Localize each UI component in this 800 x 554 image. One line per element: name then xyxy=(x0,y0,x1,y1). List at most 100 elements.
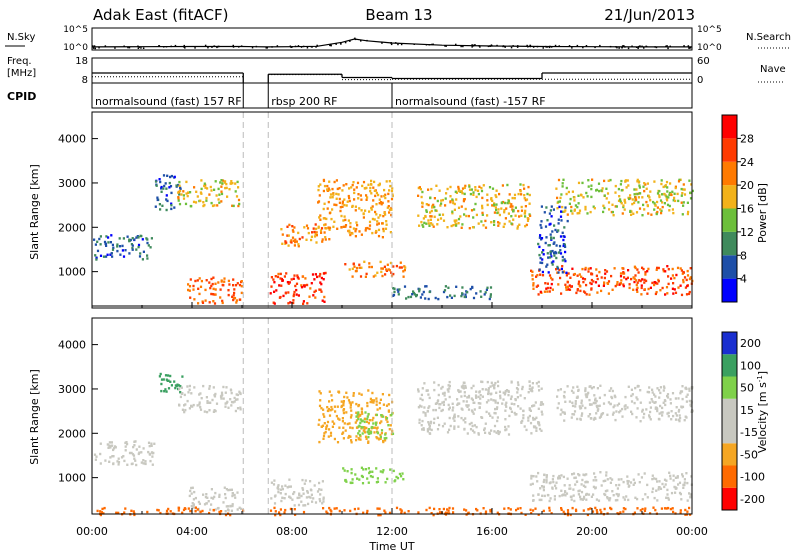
range-cell xyxy=(374,274,377,277)
range-cell xyxy=(561,185,564,188)
noise-point xyxy=(683,45,685,47)
noise-point xyxy=(554,44,557,47)
range-cell xyxy=(489,414,492,417)
range-cell xyxy=(558,200,561,203)
range-cell xyxy=(510,203,513,206)
range-cell xyxy=(522,414,525,417)
range-cell xyxy=(229,513,232,517)
range-cell xyxy=(577,282,580,286)
range-cell xyxy=(510,222,513,225)
range-cell xyxy=(532,418,535,421)
range-cell xyxy=(671,190,674,193)
range-cell xyxy=(655,291,658,294)
range-cell xyxy=(359,413,362,417)
range-cell xyxy=(488,412,491,415)
range-cell xyxy=(122,255,126,258)
noise-point xyxy=(213,45,215,47)
range-cell xyxy=(213,204,216,207)
range-cell xyxy=(600,289,603,293)
range-cell xyxy=(540,237,544,240)
range-cell xyxy=(240,291,243,295)
range-cell xyxy=(323,422,326,425)
range-cell xyxy=(138,451,141,454)
range-cell xyxy=(598,189,601,193)
range-cell xyxy=(611,210,614,214)
range-cell xyxy=(210,284,213,288)
range-cell xyxy=(432,225,435,228)
range-cell xyxy=(592,485,595,489)
range-cell xyxy=(641,410,644,413)
range-cell xyxy=(659,289,662,292)
range-cell xyxy=(376,431,379,434)
noise-point xyxy=(232,46,235,48)
range-cell xyxy=(323,184,327,188)
range-cell xyxy=(319,493,322,496)
range-cell xyxy=(179,385,182,388)
noise-point xyxy=(546,46,548,48)
range-cell xyxy=(656,210,659,214)
range-cell xyxy=(210,503,213,506)
range-cell xyxy=(627,184,630,187)
range-cell xyxy=(389,184,392,188)
range-cell xyxy=(436,223,439,226)
range-cell xyxy=(331,408,334,411)
range-cell xyxy=(467,396,470,399)
range-cell xyxy=(633,401,636,405)
range-cell xyxy=(472,401,475,404)
range-cell xyxy=(126,442,129,446)
range-cell xyxy=(192,498,195,501)
range-cell xyxy=(213,409,216,412)
range-cell xyxy=(319,183,322,186)
range-cell xyxy=(563,210,566,213)
range-cell xyxy=(578,284,581,287)
range-cell xyxy=(167,379,170,382)
range-cell xyxy=(548,506,551,510)
range-cell xyxy=(470,386,473,390)
range-cell xyxy=(212,386,215,389)
range-cell xyxy=(165,378,168,381)
range-cell xyxy=(434,296,437,300)
range-cell xyxy=(217,506,220,510)
range-cell xyxy=(507,393,510,397)
range-cell xyxy=(384,196,387,200)
range-cell xyxy=(394,479,397,482)
range-cell xyxy=(112,246,115,249)
range-cell xyxy=(433,197,436,200)
time-tick-label: 04:00 xyxy=(176,525,208,538)
noise-point xyxy=(688,46,690,49)
range-cell xyxy=(232,297,235,300)
range-cell xyxy=(102,255,106,258)
range-cell xyxy=(454,190,457,193)
range-cell xyxy=(465,404,468,407)
range-cell xyxy=(278,511,281,514)
range-cell xyxy=(589,385,592,388)
range-cell xyxy=(606,282,610,285)
range-cell xyxy=(577,489,580,493)
range-cell xyxy=(116,460,119,463)
range-cell xyxy=(306,227,310,230)
range-cell xyxy=(691,189,694,193)
range-cell xyxy=(614,191,617,194)
range-cell xyxy=(682,204,685,207)
range-cell xyxy=(384,227,388,230)
range-cell xyxy=(616,281,619,284)
range-cell xyxy=(322,434,326,438)
range-cell xyxy=(231,295,234,298)
range-cell xyxy=(530,511,533,515)
range-cell xyxy=(643,412,646,416)
range-cell xyxy=(522,183,525,187)
range-cell xyxy=(660,179,663,182)
range-cell xyxy=(214,392,217,396)
range-cell xyxy=(548,223,551,226)
range-cell xyxy=(297,243,300,246)
range-cell xyxy=(461,223,464,226)
range-cell xyxy=(371,231,374,235)
range-cell xyxy=(277,490,280,494)
range-cell xyxy=(366,417,369,421)
range-cell xyxy=(431,223,434,226)
range-cell xyxy=(549,497,552,500)
range-cell xyxy=(335,197,338,200)
noise-point xyxy=(315,46,317,48)
range-cell xyxy=(460,294,463,298)
range-cell xyxy=(681,473,684,476)
